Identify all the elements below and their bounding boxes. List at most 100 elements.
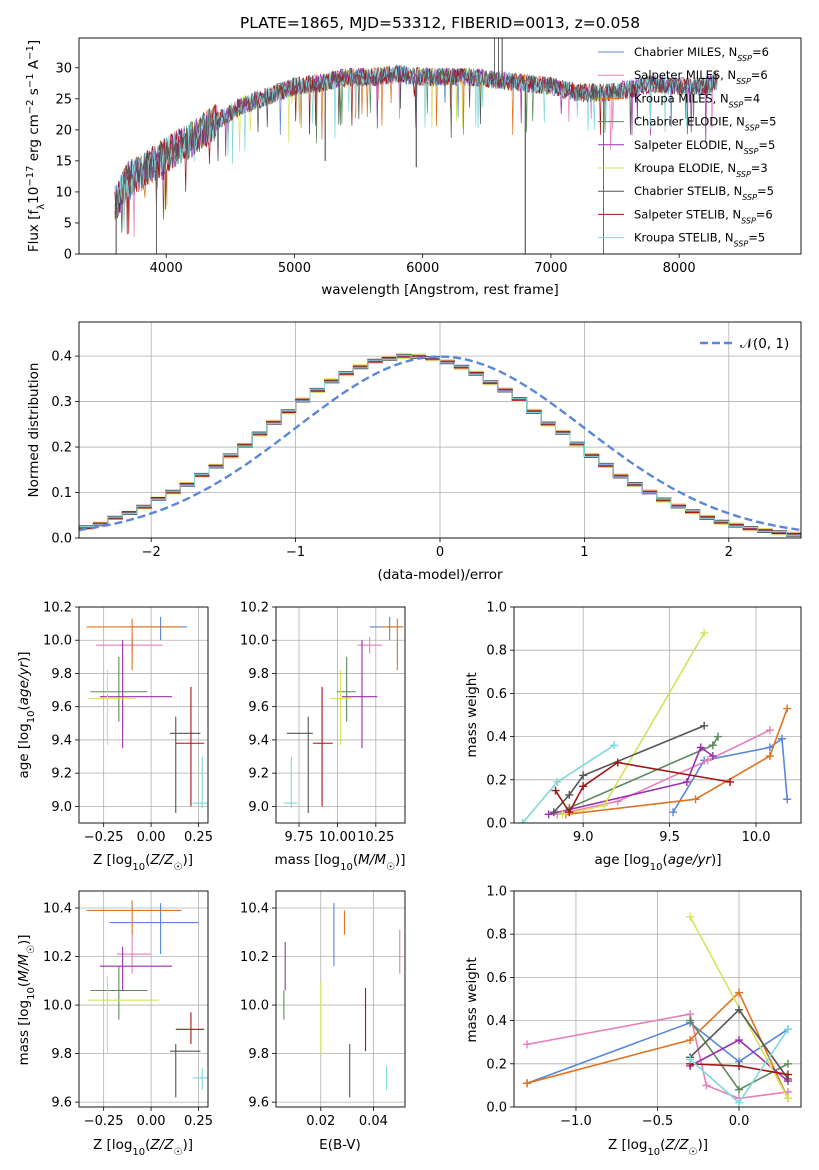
weight-point <box>735 1085 744 1094</box>
x-tick-label: 4000 <box>150 261 183 276</box>
x-tick-label: −1.0 <box>560 1114 592 1129</box>
weight-point <box>558 810 567 819</box>
weight-series-kroupa-miles <box>561 704 792 819</box>
legend-entry-kroupa-elodie: Kroupa ELODIE, NSSP=3 <box>634 161 768 179</box>
errorbar-kroupa-stelib <box>192 756 208 809</box>
y-tick-label: 9.0 <box>51 800 72 815</box>
y-tick-label: 9.6 <box>248 1096 269 1111</box>
y-tick-label: 9.0 <box>248 800 269 815</box>
axes-frame <box>275 890 406 1108</box>
weight-point <box>610 741 619 750</box>
y-tick-label: 9.4 <box>248 733 269 748</box>
weight-point <box>700 721 709 730</box>
weight-point <box>714 732 723 741</box>
errorbar-salpeter-miles <box>357 636 382 654</box>
y-axis-label: age [log10(age/yr)] <box>16 651 37 778</box>
weight-point <box>565 808 574 817</box>
weight-point <box>703 756 712 765</box>
y-tick-label: 10.4 <box>240 901 269 916</box>
weight-point <box>765 726 774 735</box>
weight-line <box>557 729 771 816</box>
y-tick-label: 0.2 <box>51 441 72 456</box>
plot-area <box>114 38 718 254</box>
x-tick-label: −0.25 <box>84 830 124 845</box>
y-axis-label: mass weight <box>464 957 480 1042</box>
x-tick-label: 8000 <box>663 261 696 276</box>
y-tick-label: 0.8 <box>486 644 507 659</box>
x-tick-label: 6000 <box>406 261 439 276</box>
errorbar-chabrier-stelib <box>170 1043 201 1098</box>
errorbar-salpeter-stelib <box>175 686 205 807</box>
y-tick-label: 9.2 <box>248 767 269 782</box>
x-tick-label: 0 <box>436 545 444 560</box>
weight-series-kroupa-elodie <box>558 628 709 819</box>
weight-point <box>682 777 691 786</box>
weight-point <box>783 1025 792 1034</box>
axes-mass_weight_vs_Z: −1.0 −0.5 0.0 0.0 0.2 0.4 0.6 0.8 1.0 Z [log10(Z/… <box>464 885 802 1158</box>
y-tick-label: 9.2 <box>51 767 72 782</box>
weight-point <box>702 1081 711 1090</box>
weight-point <box>549 808 558 817</box>
weight-point <box>735 1061 744 1070</box>
x-axis-label: Z [log10(Z/Z☉)] <box>93 1137 193 1158</box>
y-axis-label: Normed distribution <box>26 363 42 498</box>
plot-area <box>283 616 404 814</box>
errorbar-kroupa-stelib <box>283 756 298 809</box>
axes-mass_weight_vs_age: 9.0 9.5 10.0 0.0 0.2 0.4 0.6 0.8 1.0 age [log10(a… <box>464 601 802 873</box>
x-tick-label: 9.75 <box>285 830 314 845</box>
y-tick-label: 9.4 <box>51 733 72 748</box>
errorbar-salpeter-elodie <box>342 640 378 749</box>
errorbar-salpeter-elodie <box>99 946 172 991</box>
errorbar-chabrier-stelib <box>170 716 201 814</box>
x-tick-label: 9.5 <box>659 830 680 845</box>
weight-point <box>523 1079 532 1088</box>
x-tick-label: 2 <box>725 545 733 560</box>
weight-point <box>783 795 792 804</box>
spectrum-legend: Chabrier MILES, NSSP=6 Salpeter MILES, NS… <box>598 45 776 248</box>
y-tick-label: 10.0 <box>43 634 72 649</box>
x-axis-label: mass [log10(M/M☉)] <box>274 852 405 873</box>
x-tick-label: 10.00 <box>319 830 356 845</box>
weight-point <box>735 1098 744 1107</box>
weight-point <box>518 819 527 823</box>
errorbar-chabrier-elodie <box>90 656 148 722</box>
weight-point <box>691 795 700 804</box>
y-tick-label: 10.2 <box>43 601 72 616</box>
weight-line <box>548 746 714 816</box>
weight-line <box>565 708 788 816</box>
y-axis-label: mass [log10(M/M☉)] <box>16 934 37 1065</box>
weight-point <box>565 790 574 799</box>
x-axis-label: E(B-V) <box>319 1137 361 1153</box>
weight-point <box>735 1005 744 1014</box>
y-tick-label: 10.0 <box>43 999 72 1014</box>
y-tick-label: 0.1 <box>51 486 72 501</box>
x-axis-label: Z [log10(Z/Z☉)] <box>608 1137 708 1158</box>
x-tick-label: −0.25 <box>84 1114 124 1129</box>
weight-point <box>783 1094 792 1103</box>
errorbar-salpeter-stelib <box>175 1012 205 1044</box>
x-tick-label: 7000 <box>534 261 567 276</box>
axes-frame <box>513 606 802 824</box>
axes-frame <box>78 321 802 539</box>
errorbar-chabrier-elodie <box>90 966 148 1020</box>
errorbar-salpeter-miles <box>116 934 152 974</box>
legend-entry-salpeter-miles: Salpeter MILES, NSSP=6 <box>634 68 768 86</box>
y-tick-label: 0.8 <box>486 928 507 943</box>
x-tick-label: −2 <box>142 545 161 560</box>
weight-point <box>686 912 695 921</box>
weight-point <box>686 1036 695 1045</box>
errorbar-kroupa-elodie <box>88 670 136 745</box>
y-tick-label: 25 <box>55 92 72 107</box>
errorbar-salpeter-stelib <box>312 686 333 807</box>
y-tick-label: 1.0 <box>486 601 507 616</box>
x-tick-label: 0.00 <box>137 830 166 845</box>
y-tick-label: 0.0 <box>51 532 72 547</box>
y-tick-label: 10 <box>55 185 72 200</box>
x-tick-label: 5000 <box>278 261 311 276</box>
weight-line <box>553 725 705 813</box>
legend-entry-chabrier-miles: Chabrier MILES, NSSP=6 <box>634 45 769 63</box>
axes-age_vs_Z: −0.25 0.00 0.25 9.0 9.2 9.4 9.6 9.8 10.0 10.2 Z [l… <box>16 601 213 873</box>
errorbar-kroupa-elodie <box>329 670 352 745</box>
weight-series-salpeter-elodie <box>544 743 717 819</box>
axes-frame <box>78 606 209 824</box>
